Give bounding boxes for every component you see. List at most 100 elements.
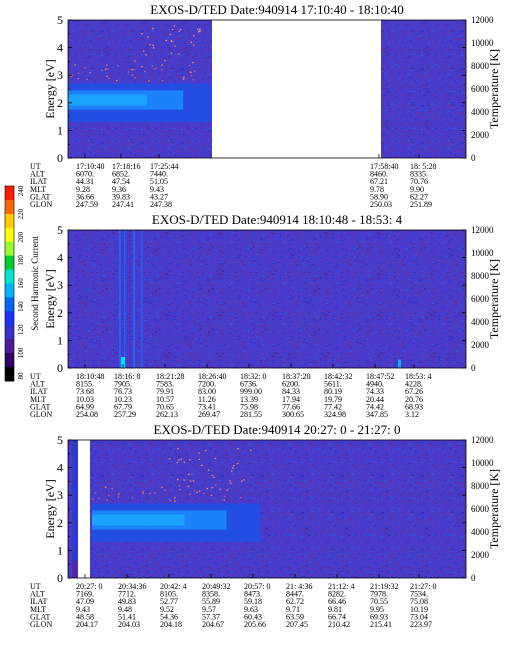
y2-tick-label: 2000 <box>471 130 490 140</box>
colorbar-swatch <box>5 255 14 271</box>
heatmap-speck <box>141 33 143 35</box>
y-tick-label: 4 <box>57 251 63 265</box>
y2-tick-label: 12000 <box>471 435 494 445</box>
y2-tick-label: 4000 <box>471 107 490 117</box>
heatmap-speck <box>153 68 156 70</box>
orbit-value: 19.79 <box>324 395 342 404</box>
orbit-value: 324.98 <box>324 410 346 419</box>
orbit-value: 9.52 <box>160 605 174 614</box>
heatmap-speck <box>108 495 110 497</box>
heatmap-speck <box>227 489 229 491</box>
heatmap-edge-column <box>72 440 78 578</box>
orbit-value: 13.39 <box>240 395 258 404</box>
orbit-value: 8473. <box>244 590 262 599</box>
heatmap-speck <box>144 70 146 73</box>
heatmap-speck <box>118 493 120 495</box>
orbit-value: 7712. <box>118 590 136 599</box>
heatmap-speck <box>233 464 235 467</box>
heatmap-speck <box>190 41 193 44</box>
heatmap-streak <box>124 230 126 368</box>
orbit-value: 7905. <box>114 380 132 389</box>
heatmap-speck <box>177 448 179 450</box>
heatmap-speck <box>229 480 231 482</box>
heatmap-speck <box>206 487 208 490</box>
orbit-value: 75.98 <box>240 402 258 411</box>
y-axis-label: Energy [eV] <box>43 269 57 328</box>
orbit-row-label: GLAT <box>30 612 51 621</box>
orbit-value: 51.05 <box>150 177 168 186</box>
orbit-value: 17:10:40 <box>76 162 104 171</box>
orbit-value: 67.79 <box>114 402 132 411</box>
orbit-value: 17:18:16 <box>112 162 140 171</box>
heatmap-speck <box>226 489 228 491</box>
orbit-value: 21:12: 4 <box>328 582 354 591</box>
orbit-value: 9.78 <box>370 185 384 194</box>
heatmap-speck <box>170 52 173 54</box>
heatmap-speck <box>187 485 190 487</box>
y-tick-label: 3 <box>57 68 63 82</box>
orbit-row-label: ALT <box>30 380 45 389</box>
orbit-value: 18:16: 8 <box>114 372 140 381</box>
orbit-value: 6736. <box>240 380 258 389</box>
orbit-row-label: ILAT <box>30 387 47 396</box>
heatmap-speck <box>117 496 120 498</box>
orbit-value: 52.77 <box>160 597 178 606</box>
y-tick-label: 2 <box>57 306 63 320</box>
orbit-value: 74.33 <box>366 387 384 396</box>
y2-tick-label: 8000 <box>471 271 490 281</box>
y-tick-label: 3 <box>57 278 63 292</box>
orbit-value: 66.46 <box>328 597 346 606</box>
heatmap-speck <box>192 62 194 64</box>
heatmap-speck <box>142 492 144 494</box>
heatmap-speck <box>198 452 200 454</box>
y-tick-label: 0 <box>57 361 63 375</box>
orbit-value: 8447. <box>286 590 304 599</box>
heatmap-speck <box>131 74 133 76</box>
heatmap-speck <box>193 35 195 37</box>
heatmap-speck <box>203 492 205 494</box>
y2-tick-label: 8000 <box>471 481 490 491</box>
orbit-value: 9.43 <box>150 185 164 194</box>
panel-2: EXOS-D/TED Date:940914 18:10:48 - 18:53:… <box>30 212 501 419</box>
heatmap-speck <box>196 28 199 30</box>
heatmap-speck <box>101 69 103 71</box>
heatmap-speck <box>214 457 217 459</box>
heatmap-speck <box>152 65 154 67</box>
y2-tick-label: 4000 <box>471 317 490 327</box>
heatmap-speck <box>174 45 176 47</box>
heatmap-speck <box>193 70 196 72</box>
orbit-value: 7200. <box>198 380 216 389</box>
orbit-value: 9.63 <box>244 605 258 614</box>
colorbar: 240 220 200 180 160 140 120 100 80 Second Harmoni… <box>4 185 40 382</box>
heatmap-speck <box>239 497 242 499</box>
y2-tick-label: 6000 <box>471 294 490 304</box>
orbit-row-label: GLAT <box>30 192 51 201</box>
y2-axis-label: Temperature [K] <box>487 49 501 129</box>
orbit-value: 79.91 <box>156 387 174 396</box>
heatmap-speck <box>169 500 172 502</box>
heatmap-speck <box>74 64 76 66</box>
heatmap-speck <box>89 71 91 74</box>
heatmap-streak-bright <box>398 359 401 368</box>
orbit-value: 20:34:36 <box>118 582 146 591</box>
orbit-value: 9.95 <box>370 605 384 614</box>
orbit-row-label: GLON <box>30 620 52 629</box>
heatmap-speck <box>154 492 156 494</box>
heatmap-speck <box>236 463 239 465</box>
orbit-value: 210.42 <box>328 620 350 629</box>
y2-tick-label: 2000 <box>471 340 490 350</box>
orbit-value: 8460. <box>370 170 388 179</box>
orbit-row-label: MLT <box>30 605 46 614</box>
colorbar-tick-label: 160 <box>17 278 25 289</box>
orbit-value: 44.31 <box>76 177 94 186</box>
heatmap-speck <box>134 60 136 62</box>
orbit-value: 6200. <box>282 380 300 389</box>
orbit-value: 18:10:48 <box>76 372 104 381</box>
y-tick-label: 4 <box>57 41 63 55</box>
y2-tick-label: 0 <box>471 573 476 583</box>
y2-tick-label: 0 <box>471 153 476 163</box>
orbit-value: 20.44 <box>366 395 384 404</box>
orbit-value: 204.67 <box>202 620 224 629</box>
colorbar-swatch <box>5 199 14 215</box>
heatmap-speck <box>161 69 163 71</box>
